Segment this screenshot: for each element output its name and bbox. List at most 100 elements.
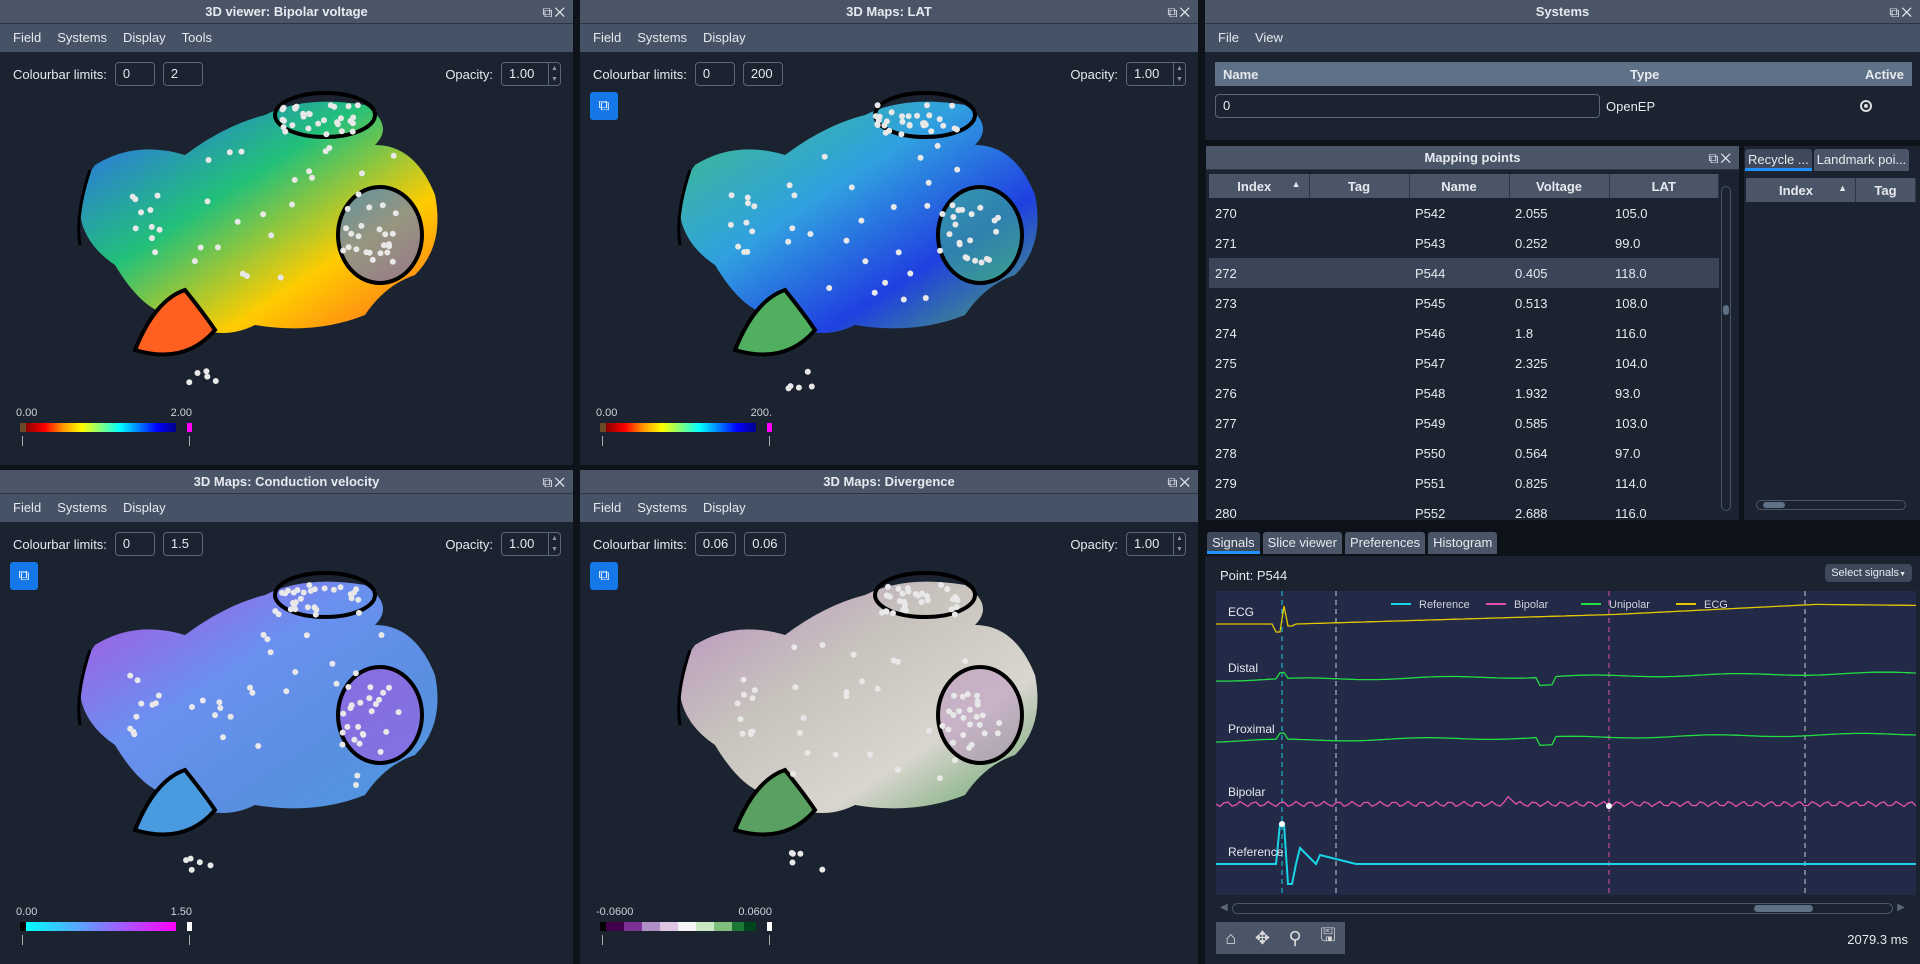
col-name[interactable]: Name [1409,174,1510,198]
mapping-point[interactable] [946,708,953,715]
mapping-point[interactable] [727,221,734,228]
mapping-point[interactable] [348,595,355,602]
link-cameras-button[interactable]: ⧉ [590,562,618,590]
mapping-point[interactable] [309,174,315,181]
mapping-point[interactable] [345,684,352,690]
scroll-left-icon[interactable]: ◀ [1220,902,1228,913]
mapping-point[interactable] [862,258,869,265]
mapping-point[interactable] [380,689,387,696]
mapping-point[interactable] [993,228,1000,235]
mapping-point[interactable] [886,593,893,600]
tab-histogram[interactable]: Histogram [1428,532,1498,554]
mapping-point[interactable] [356,740,363,747]
mapping-point[interactable] [349,120,356,127]
mapping-point[interactable] [348,230,355,237]
spin-up-icon[interactable]: ▲ [551,534,558,542]
mapping-point[interactable] [226,149,233,156]
colourbar-max-input[interactable]: 2 [162,62,203,86]
mapping-point[interactable] [351,736,358,743]
mapping-point[interactable] [312,611,319,618]
mapping-point[interactable] [300,113,307,120]
table-row[interactable]: 280 P552 2.688 116.0 [1209,498,1719,521]
mapping-point[interactable] [804,749,811,756]
mapping-point[interactable] [728,192,735,199]
mapping-point[interactable] [313,606,320,613]
close-icon[interactable]: ✕ [1179,4,1192,20]
table-row[interactable]: 277 P549 0.585 103.0 [1209,408,1719,438]
mapping-point[interactable] [808,383,815,390]
float-icon[interactable]: ⧉ [542,474,555,490]
mapping-point[interactable] [194,370,201,376]
mapping-point[interactable] [334,121,341,128]
mapping-point[interactable] [751,203,758,210]
float-icon[interactable]: ⧉ [1889,4,1902,20]
mapping-point[interactable] [363,249,370,256]
mapping-point[interactable] [234,218,241,225]
mapping-point[interactable] [333,680,340,687]
colourbar-max-input[interactable]: 200 [742,62,783,86]
mapping-point[interactable] [355,191,362,198]
mapping-point[interactable] [981,730,988,737]
mapping-point[interactable] [366,695,373,702]
spin-up-icon[interactable]: ▲ [1176,534,1183,542]
mapping-point[interactable] [132,225,139,232]
mapping-point[interactable] [974,701,981,708]
mapping-point[interactable] [212,712,218,719]
mapping-point[interactable] [800,714,807,721]
mapping-point[interactable] [918,599,925,606]
mapping-point[interactable] [882,129,889,136]
mapping-point[interactable] [967,237,974,244]
mapping-point[interactable] [337,115,344,122]
mapping-point[interactable] [300,589,307,596]
mapping-point[interactable] [874,685,881,692]
mapping-point[interactable] [973,713,980,720]
mapping-point[interactable] [348,702,355,709]
spin-down-icon[interactable]: ▼ [1176,75,1183,83]
mapping-point[interactable] [937,775,943,782]
mapping-point[interactable] [133,713,140,720]
mapping-point[interactable] [138,209,144,216]
mapping-point[interactable] [339,741,346,748]
mapping-point[interactable] [954,166,961,173]
mapping-point[interactable] [315,120,322,127]
bipolar-marker[interactable] [1606,803,1612,809]
mapping-point[interactable] [220,734,226,741]
mapping-point[interactable] [199,697,206,704]
mapping-point[interactable] [304,604,311,611]
mapping-point[interactable] [946,231,953,238]
mapping-point[interactable] [890,657,897,664]
mapping-point[interactable] [874,102,881,109]
mapping-point[interactable] [796,729,803,736]
mapping-point[interactable] [744,194,751,201]
mapping-point[interactable] [344,205,351,212]
menu-display[interactable]: Display [703,500,746,515]
mapping-point[interactable] [925,179,932,186]
mapping-point[interactable] [832,751,839,758]
mapping-point[interactable] [330,586,337,593]
table-row[interactable]: 279 P551 0.825 114.0 [1209,468,1719,498]
mapping-point[interactable] [294,587,301,594]
mapping-point[interactable] [356,609,362,616]
mapping-point[interactable] [321,585,328,592]
mapping-point[interactable] [255,743,262,749]
mapping-point[interactable] [936,116,943,123]
trace-distal[interactable] [1216,671,1916,687]
mapping-point[interactable] [960,732,967,738]
float-icon[interactable]: ⧉ [1708,150,1721,166]
mapping-point[interactable] [275,611,282,618]
mapping-point[interactable] [249,689,256,696]
mapping-point[interactable] [950,739,956,746]
reference-marker[interactable] [1279,821,1285,827]
mapping-point[interactable] [369,256,376,263]
col-index[interactable]: Index ▲ [1746,178,1856,202]
mapping-point[interactable] [360,731,367,738]
mapping-point[interactable] [871,289,878,296]
mapping-point[interactable] [903,607,909,614]
mapping-point[interactable] [994,730,1001,737]
mapping-point[interactable] [385,241,392,248]
mapping-point[interactable] [976,721,983,728]
mapping-point[interactable] [789,859,796,866]
mapping-point[interactable] [367,684,374,691]
mapping-point[interactable] [389,258,396,265]
mapping-point[interactable] [899,113,905,120]
